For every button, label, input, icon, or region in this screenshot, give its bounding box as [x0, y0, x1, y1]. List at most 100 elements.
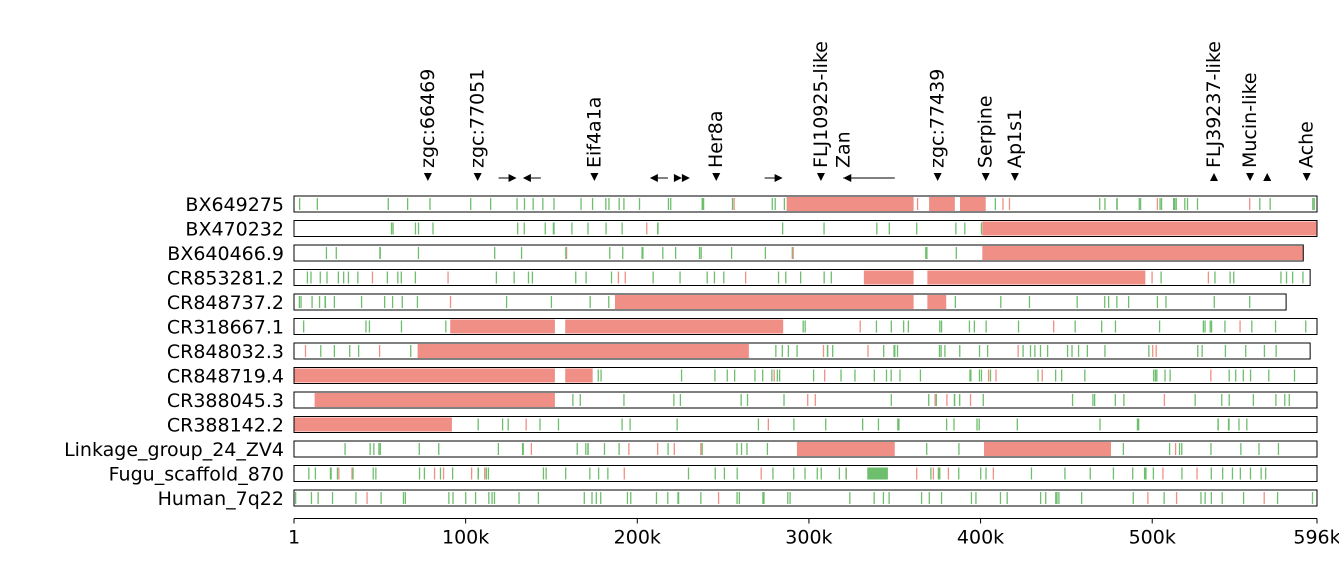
aligned-block	[314, 393, 555, 407]
right-arrow-icon	[774, 174, 783, 182]
axis-tick-label: 1	[288, 527, 300, 549]
track-box	[293, 391, 1318, 409]
aligned-block	[982, 221, 1317, 236]
left-arrow-icon	[843, 174, 852, 182]
aligned-block	[927, 295, 947, 309]
axis-tick-label: 500k	[1129, 527, 1176, 549]
gene-marker: zgc:77051	[467, 69, 489, 181]
track-label: CR388142.2	[167, 415, 284, 437]
aligned-block	[294, 368, 555, 383]
track-row: CR848719.4	[167, 366, 1318, 388]
down-arrow-icon	[1246, 173, 1255, 181]
up-arrow-icon	[1263, 173, 1272, 181]
track-label: CR848719.4	[167, 366, 284, 388]
track-label: CR388045.3	[167, 390, 284, 412]
left-arrow-icon	[522, 174, 531, 182]
alignment-tracks: BX649275BX470232BX640466.9CR853281.2CR84…	[64, 194, 1318, 510]
track-row: Fugu_scaffold_870	[109, 464, 1318, 486]
track-row: CR853281.2	[167, 268, 1311, 290]
gene-marker: zgc:66469	[417, 69, 439, 181]
gene-annotation-layer: zgc:66469 zgc:77051 Eif4a1a Her8a FLJ10925-l…	[417, 41, 1318, 182]
gene-label: Ache	[1296, 121, 1318, 168]
track-label: CR318667.1	[167, 317, 284, 339]
track-label: BX470232	[185, 219, 284, 241]
track-label: Fugu_scaffold_870	[109, 464, 284, 486]
gene-label: Ap1s1	[1004, 109, 1026, 168]
track-row: CR848032.3	[167, 341, 1311, 363]
gene-marker: Eif4a1a	[583, 97, 605, 181]
gene-marker	[673, 174, 690, 182]
position-axis: 1 100k 200k 300k 400k 500k 596k	[288, 518, 1339, 549]
track-box	[293, 195, 1318, 213]
aligned-block	[796, 442, 895, 456]
aligned-block	[565, 368, 593, 383]
aligned-block	[417, 344, 749, 358]
aligned-block	[863, 270, 914, 285]
down-arrow-icon	[473, 173, 482, 181]
gene-marker: Zan	[832, 131, 895, 182]
track-label: Human_7q22	[158, 488, 284, 510]
gene-marker: zgc:77439	[927, 69, 949, 181]
up-arrow-icon	[1210, 173, 1219, 181]
down-arrow-icon	[712, 173, 721, 181]
aligned-block	[565, 319, 784, 334]
track-row: CR388045.3	[167, 390, 1318, 412]
right-arrow-icon	[681, 174, 690, 182]
gene-label: Mucin-like	[1239, 72, 1261, 168]
track-box	[293, 416, 1318, 433]
gene-label: zgc:66469	[417, 69, 439, 168]
track-box	[293, 367, 1318, 384]
track-box	[293, 342, 1311, 360]
gene-marker: FLJ39237-like	[1203, 41, 1225, 181]
track-label: CR848737.2	[167, 292, 284, 314]
track-label: CR848032.3	[167, 341, 284, 363]
track-row: Linkage_group_24_ZV4	[64, 439, 1318, 461]
aligned-block	[929, 197, 955, 211]
down-arrow-icon	[981, 173, 990, 181]
track-row: Human_7q22	[158, 488, 1318, 510]
track-box	[293, 465, 1318, 482]
axis-tick-label: 596k	[1293, 527, 1339, 549]
aligned-block	[786, 197, 914, 211]
right-arrow-icon	[673, 174, 682, 182]
axis-tick-label: 100k	[442, 527, 489, 549]
gene-marker	[764, 174, 783, 182]
axis-tick-label: 400k	[957, 527, 1004, 549]
track-row: BX640466.9	[167, 243, 1304, 265]
gene-marker: Her8a	[705, 110, 727, 181]
aligned-block	[984, 442, 1112, 456]
track-row: CR318667.1	[167, 317, 1318, 339]
gene-label: Her8a	[705, 110, 727, 168]
axis-tick-label: 200k	[614, 527, 661, 549]
track-box	[293, 293, 1287, 311]
track-box	[293, 440, 1318, 458]
track-box	[293, 220, 1318, 237]
aligned-block	[927, 270, 1146, 285]
down-arrow-icon	[1302, 173, 1311, 181]
track-row: BX649275	[185, 194, 1318, 216]
aligned-block	[982, 246, 1304, 260]
gene-label: FLJ10925-like	[810, 41, 832, 168]
track-row: BX470232	[185, 219, 1318, 241]
track-label: BX640466.9	[167, 243, 284, 265]
gene-label: FLJ39237-like	[1203, 41, 1225, 168]
gene-marker: FLJ10925-like	[810, 41, 832, 181]
track-label: BX649275	[185, 194, 284, 216]
gene-marker: Mucin-like	[1239, 72, 1261, 181]
down-arrow-icon	[816, 173, 825, 181]
down-arrow-icon	[933, 173, 942, 181]
track-row: CR848737.2	[167, 292, 1287, 314]
aligned-block	[294, 417, 452, 432]
gene-label: zgc:77051	[467, 69, 489, 168]
down-arrow-icon	[590, 173, 599, 181]
left-arrow-icon	[649, 174, 658, 182]
gene-label: zgc:77439	[927, 69, 949, 168]
down-arrow-icon	[1010, 173, 1019, 181]
down-arrow-icon	[423, 173, 432, 181]
feature-cluster	[867, 467, 888, 480]
gene-label: Serpine	[975, 95, 997, 168]
gene-marker	[522, 174, 541, 182]
gene-marker	[498, 174, 517, 182]
track-label: CR853281.2	[167, 268, 284, 290]
